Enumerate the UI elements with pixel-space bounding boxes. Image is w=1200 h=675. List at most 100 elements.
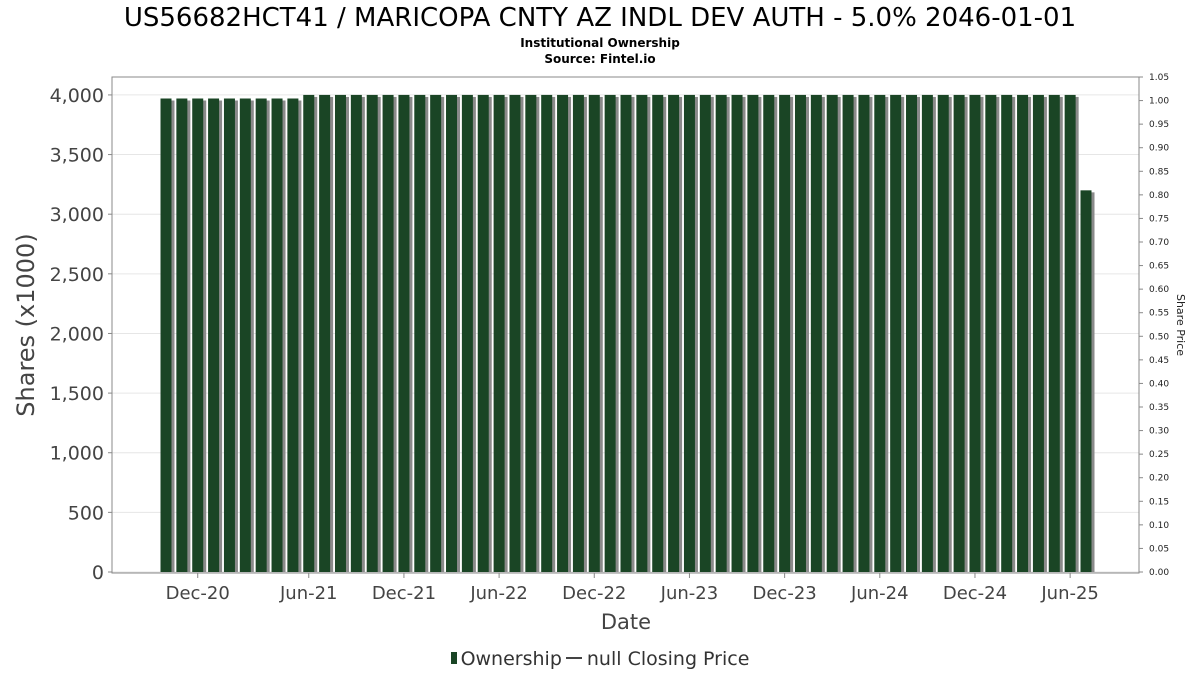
ownership-bar xyxy=(985,94,997,573)
y-tick-label: 3,500 xyxy=(50,145,104,167)
y2-tick-label: 0.40 xyxy=(1149,379,1169,389)
ownership-bar xyxy=(652,94,664,573)
x-axis-label: Date xyxy=(601,610,651,634)
y2-tick-label: 1.00 xyxy=(1149,97,1169,107)
y2-tick-label: 0.05 xyxy=(1149,544,1169,554)
y-tick-label: 4,000 xyxy=(50,85,104,107)
ownership-bar xyxy=(382,94,394,573)
ownership-bar xyxy=(953,94,965,573)
y2-tick-label: 0.55 xyxy=(1149,309,1169,319)
y2-tick-label: 0.35 xyxy=(1149,403,1169,413)
ownership-bar xyxy=(239,98,251,572)
x-tick-label: Jun-24 xyxy=(850,583,909,604)
ownership-bar xyxy=(176,98,188,572)
ownership-bar xyxy=(398,94,410,573)
y-tick-label: 0 xyxy=(92,562,104,584)
ownership-bar xyxy=(921,94,933,573)
y2-tick-label: 0.80 xyxy=(1149,191,1169,201)
ownership-bar xyxy=(557,94,569,573)
ownership-bar xyxy=(350,94,362,573)
ownership-bar xyxy=(477,94,489,573)
y2-tick-label: 0.15 xyxy=(1149,497,1169,507)
y2-tick-label: 0.60 xyxy=(1149,285,1169,295)
ownership-bar xyxy=(461,94,473,573)
y-tick-label: 1,000 xyxy=(50,443,104,465)
ownership-bar xyxy=(1032,94,1044,573)
y2-tick-label: 0.85 xyxy=(1149,167,1169,177)
ownership-bar xyxy=(747,94,759,573)
y2-tick-label: 0.95 xyxy=(1149,120,1169,130)
ownership-bar xyxy=(192,98,204,572)
ownership-bar xyxy=(1048,94,1060,573)
x-tick-label: Jun-25 xyxy=(1040,583,1099,604)
chart-source: Source: Fintel.io xyxy=(544,52,656,66)
ownership-bar xyxy=(668,94,680,573)
y2-tick-label: 0.45 xyxy=(1149,356,1169,366)
ownership-bar xyxy=(826,94,838,573)
ownership-bar xyxy=(858,94,870,573)
ownership-bar xyxy=(890,94,902,573)
legend: Ownership null Closing Price xyxy=(0,647,1200,671)
ownership-bar xyxy=(414,94,426,573)
ownership-bar xyxy=(810,94,822,573)
ownership-bar xyxy=(271,98,283,572)
ownership-bar xyxy=(937,94,949,573)
x-tick-label: Dec-20 xyxy=(166,583,230,604)
ownership-bar xyxy=(715,94,727,573)
ownership-bar xyxy=(509,94,521,573)
y2-axis-label: Share Price xyxy=(1174,294,1187,356)
y2-tick-label: 0.10 xyxy=(1149,521,1169,531)
ownership-bar xyxy=(779,94,791,573)
ownership-bar xyxy=(525,94,537,573)
ownership-bar xyxy=(906,94,918,573)
ownership-bar xyxy=(794,94,806,573)
ownership-bar xyxy=(572,94,584,573)
y-tick-label: 3,000 xyxy=(50,204,104,226)
ownership-bar xyxy=(620,94,632,573)
y-axis-label: Shares (x1000) xyxy=(12,233,40,416)
axes-layer: 0 500 1,000 1,500 2,000 2,500 3,000 3,500 4,000 0… xyxy=(50,73,1170,604)
y-tick-label: 1,500 xyxy=(50,383,104,405)
ownership-bar xyxy=(1080,190,1092,572)
ownership-bar xyxy=(1017,94,1029,573)
ownership-bar xyxy=(430,94,442,573)
ownership-bar xyxy=(699,94,711,573)
plot-frame xyxy=(111,76,1140,574)
y-tick-label: 500 xyxy=(68,502,104,524)
ownership-legend-swatch xyxy=(450,651,457,664)
price-legend-line xyxy=(565,656,582,659)
ownership-bar xyxy=(541,94,553,573)
y2-tick-label: 0.65 xyxy=(1149,262,1169,272)
ownership-bar xyxy=(208,98,220,572)
ownership-bar xyxy=(683,94,695,573)
ownership-bar xyxy=(1064,94,1076,573)
ownership-bar xyxy=(446,94,458,573)
y2-tick-label: 0.30 xyxy=(1149,427,1169,437)
ownership-bar xyxy=(493,94,505,573)
ownership-bar xyxy=(160,98,172,572)
ownership-bar xyxy=(334,94,346,573)
chart-subtitle: Institutional Ownership xyxy=(520,36,680,50)
y2-tick-label: 0.70 xyxy=(1149,238,1169,248)
ownership-bar xyxy=(287,98,299,572)
x-tick-label: Dec-21 xyxy=(372,583,436,604)
ownership-bar xyxy=(366,94,378,573)
price-legend-label: null Closing Price xyxy=(586,648,750,670)
y2-tick-label: 0.25 xyxy=(1149,450,1169,460)
ownership-bar xyxy=(636,94,648,573)
ownership-bar xyxy=(588,94,600,573)
bars-layer xyxy=(160,94,1095,573)
chart-title: US56682HCT41 / MARICOPA CNTY AZ INDL DEV… xyxy=(123,3,1077,33)
ownership-bar xyxy=(763,94,775,573)
y-tick-label: 2,000 xyxy=(50,323,104,345)
ownership-bar xyxy=(303,94,315,573)
ownership-bar xyxy=(255,98,267,572)
ownership-legend-label: Ownership xyxy=(460,648,562,670)
ownership-bar xyxy=(842,94,854,573)
ownership-bar xyxy=(223,98,235,572)
ownership-bar xyxy=(874,94,886,573)
ownership-bar xyxy=(969,94,981,573)
y-tick-label: 2,500 xyxy=(50,264,104,286)
ownership-bar xyxy=(604,94,616,573)
